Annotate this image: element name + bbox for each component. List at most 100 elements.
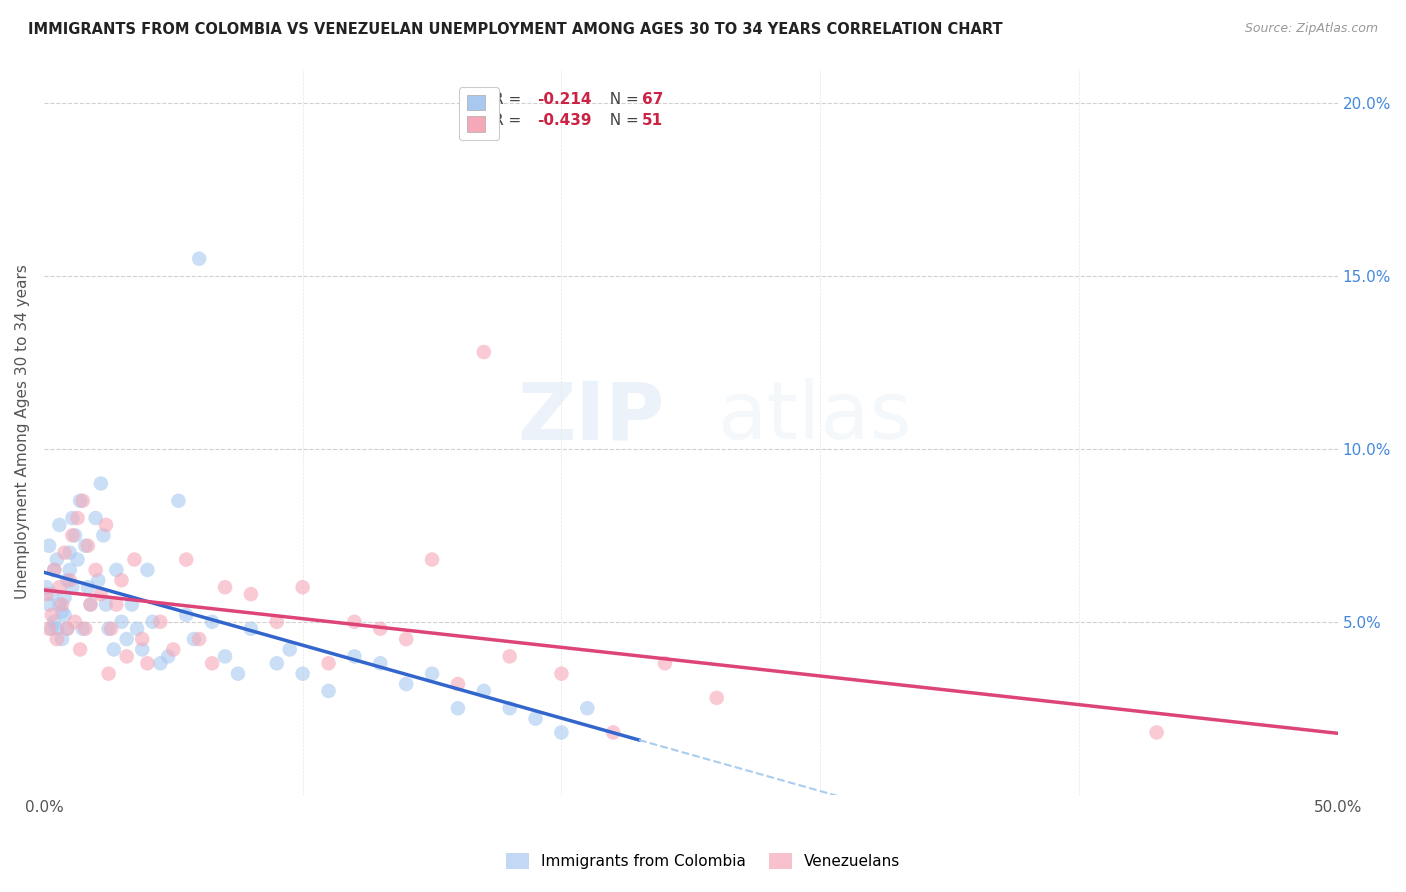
Text: ZIP: ZIP <box>517 378 665 456</box>
Point <box>97 622 120 636</box>
Point <box>188 252 211 266</box>
Y-axis label: Unemployment Among Ages 30 to 34 years: Unemployment Among Ages 30 to 34 years <box>15 264 30 599</box>
Point <box>318 657 340 671</box>
Point <box>131 632 153 646</box>
Point <box>44 615 66 629</box>
Point <box>48 580 70 594</box>
Point <box>56 622 79 636</box>
Point <box>97 666 120 681</box>
Point <box>368 622 391 636</box>
Point <box>75 622 97 636</box>
Legend: Immigrants from Colombia, Venezuelans: Immigrants from Colombia, Venezuelans <box>499 847 907 875</box>
Point <box>239 622 262 636</box>
Point <box>576 701 599 715</box>
Point <box>174 607 197 622</box>
Point <box>226 666 249 681</box>
Text: atlas: atlas <box>717 378 911 456</box>
Point <box>214 580 236 594</box>
Point <box>38 622 60 636</box>
Point <box>291 580 314 594</box>
Point <box>75 539 97 553</box>
Point <box>291 666 314 681</box>
Point <box>79 598 101 612</box>
Point <box>550 725 572 739</box>
Text: R =: R = <box>494 92 526 107</box>
Legend: , : , <box>460 87 499 140</box>
Point <box>38 598 60 612</box>
Point <box>174 552 197 566</box>
Point <box>45 552 67 566</box>
Point <box>201 657 224 671</box>
Text: R =: R = <box>494 113 526 128</box>
Point <box>35 580 58 594</box>
Point <box>41 587 63 601</box>
Point <box>318 684 340 698</box>
Point <box>48 598 70 612</box>
Point <box>94 598 117 612</box>
Point <box>93 528 115 542</box>
Point <box>79 598 101 612</box>
Point <box>149 657 172 671</box>
Point <box>524 712 547 726</box>
Point <box>94 518 117 533</box>
Text: IMMIGRANTS FROM COLOMBIA VS VENEZUELAN UNEMPLOYMENT AMONG AGES 30 TO 34 YEARS CO: IMMIGRANTS FROM COLOMBIA VS VENEZUELAN U… <box>28 22 1002 37</box>
Point <box>53 546 76 560</box>
Point <box>124 552 146 566</box>
Point <box>472 345 495 359</box>
Point <box>115 632 138 646</box>
Point <box>266 615 288 629</box>
Point <box>77 580 100 594</box>
Point <box>72 493 94 508</box>
Point <box>343 615 366 629</box>
Text: N =: N = <box>600 113 644 128</box>
Point <box>41 607 63 622</box>
Point <box>35 587 58 601</box>
Point <box>105 563 128 577</box>
Point <box>602 725 624 739</box>
Point <box>51 604 73 618</box>
Point <box>48 518 70 533</box>
Point <box>550 666 572 681</box>
Point <box>115 649 138 664</box>
Point <box>53 591 76 605</box>
Point <box>69 642 91 657</box>
Point <box>162 642 184 657</box>
Text: -0.439: -0.439 <box>537 113 592 128</box>
Point <box>100 622 122 636</box>
Point <box>72 622 94 636</box>
Point <box>121 598 143 612</box>
Point <box>278 642 301 657</box>
Point <box>239 587 262 601</box>
Point <box>706 690 728 705</box>
Text: 67: 67 <box>641 92 664 107</box>
Text: 51: 51 <box>641 113 662 128</box>
Point <box>654 657 676 671</box>
Point <box>66 511 89 525</box>
Point <box>90 587 112 601</box>
Point <box>136 657 159 671</box>
Point <box>45 622 67 636</box>
Point <box>87 574 110 588</box>
Point <box>66 552 89 566</box>
Point <box>125 622 148 636</box>
Point <box>59 574 82 588</box>
Text: Source: ZipAtlas.com: Source: ZipAtlas.com <box>1244 22 1378 36</box>
Point <box>105 598 128 612</box>
Point <box>63 615 86 629</box>
Point <box>90 476 112 491</box>
Point <box>84 511 107 525</box>
Text: N =: N = <box>600 92 644 107</box>
Point <box>447 701 470 715</box>
Point <box>201 615 224 629</box>
Point <box>63 528 86 542</box>
Point <box>149 615 172 629</box>
Point <box>59 546 82 560</box>
Point <box>499 649 522 664</box>
Point <box>214 649 236 664</box>
Point <box>53 607 76 622</box>
Point <box>51 598 73 612</box>
Point <box>41 622 63 636</box>
Point <box>131 642 153 657</box>
Point <box>56 622 79 636</box>
Point <box>167 493 190 508</box>
